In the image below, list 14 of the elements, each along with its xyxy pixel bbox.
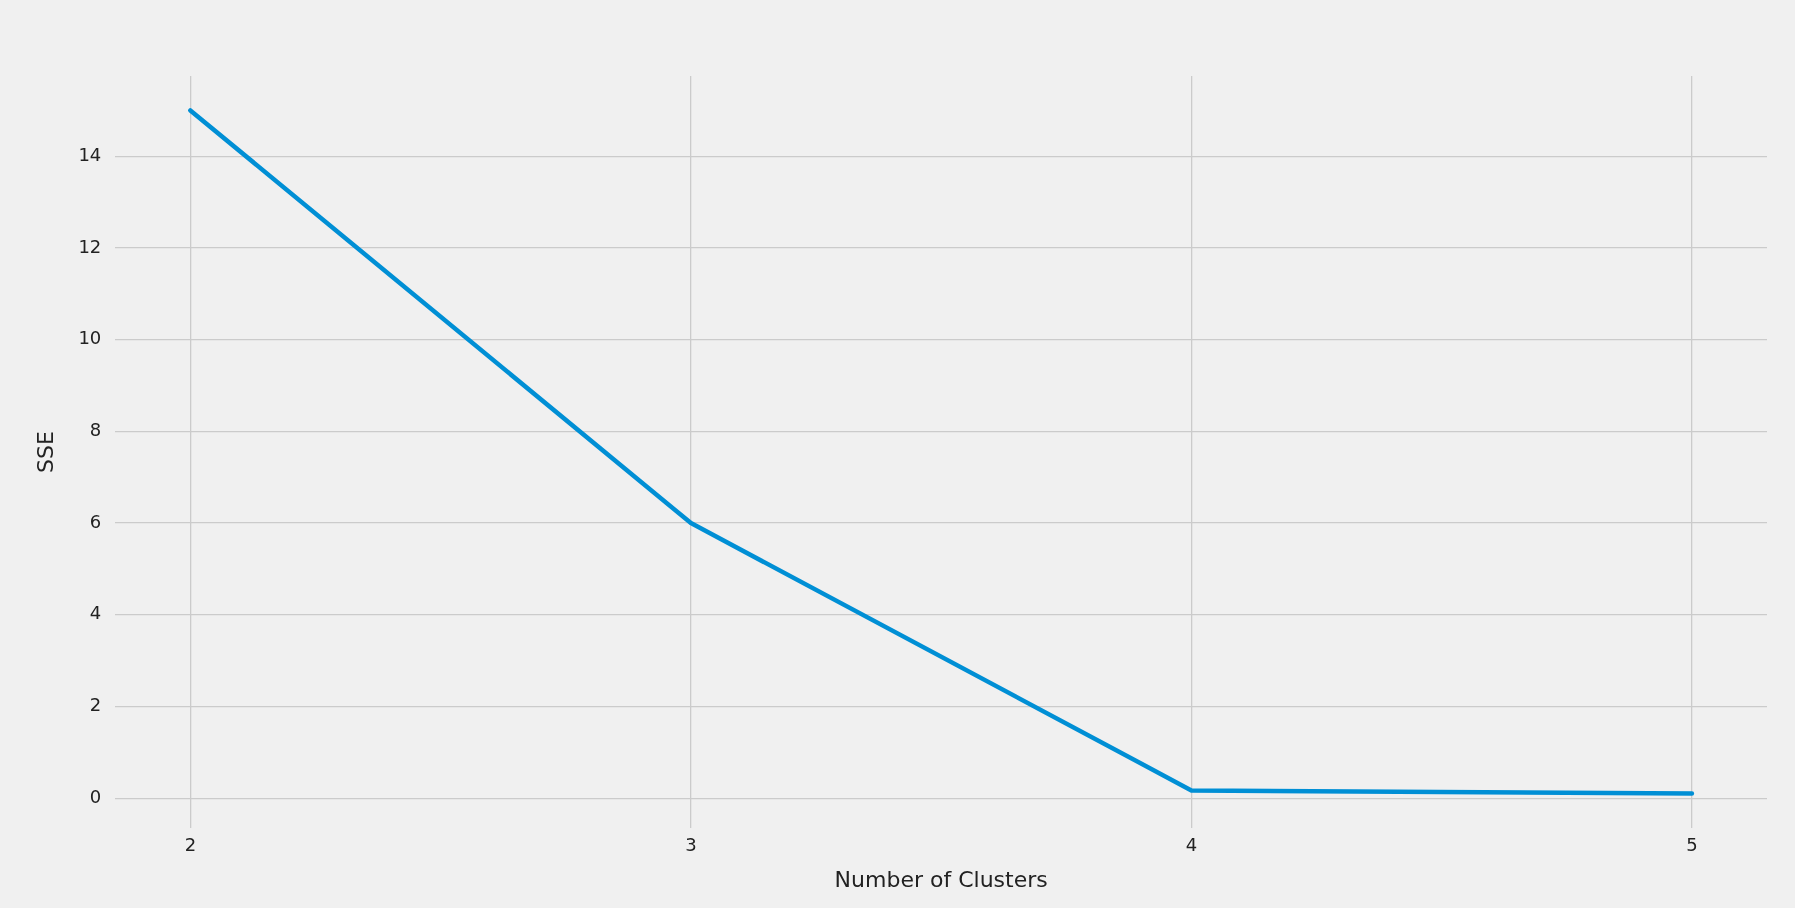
y-axis-title: SSE (32, 431, 58, 473)
y-tick-label: 2 (89, 694, 102, 716)
x-tick-label: 5 (1686, 834, 1698, 856)
y-tick-label: 6 (89, 510, 102, 532)
x-tick-label: 2 (184, 834, 197, 856)
y-tick-label: 8 (89, 419, 102, 441)
y-tick-label: 12 (78, 235, 102, 257)
y-tick-label: 14 (78, 143, 102, 165)
x-tick-label: 3 (685, 834, 697, 856)
y-tick-label: 0 (89, 785, 102, 807)
y-tick-label: 4 (89, 602, 102, 624)
x-tick-label: 4 (1185, 834, 1198, 856)
x-axis-title: Number of Clusters (834, 866, 1048, 892)
y-tick-label: 10 (78, 327, 102, 349)
